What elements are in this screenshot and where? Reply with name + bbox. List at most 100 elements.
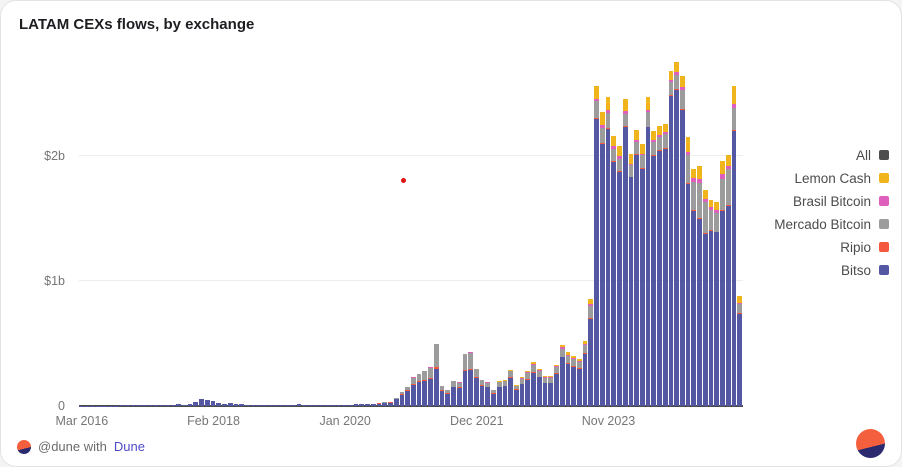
stacked-bar[interactable] — [668, 71, 674, 406]
stacked-bar[interactable] — [451, 381, 456, 406]
stacked-bar[interactable] — [731, 86, 737, 406]
stacked-bar[interactable] — [405, 387, 410, 406]
stacked-bar[interactable] — [285, 404, 290, 406]
legend-item-bitso[interactable]: Bitso — [841, 263, 889, 278]
stacked-bar[interactable] — [536, 368, 542, 406]
stacked-bar[interactable] — [462, 353, 468, 406]
stacked-bar[interactable] — [445, 389, 451, 406]
stacked-bar[interactable] — [725, 154, 731, 406]
stacked-bar[interactable] — [336, 405, 342, 406]
stacked-bar[interactable] — [107, 405, 113, 406]
stacked-bar[interactable] — [485, 382, 491, 406]
stacked-bar[interactable] — [594, 86, 599, 406]
legend-item-brasil-bitcoin[interactable]: Brasil Bitcoin — [793, 194, 889, 209]
stacked-bar[interactable] — [737, 296, 742, 406]
stacked-bar[interactable] — [302, 404, 307, 406]
stacked-bar[interactable] — [691, 168, 697, 406]
stacked-bar[interactable] — [651, 131, 657, 406]
stacked-bar[interactable] — [662, 123, 668, 406]
stacked-bar[interactable] — [130, 405, 136, 406]
stacked-bar[interactable] — [187, 403, 193, 406]
stacked-bar[interactable] — [491, 389, 496, 406]
stacked-bar[interactable] — [193, 402, 199, 406]
stacked-bar[interactable] — [548, 376, 554, 406]
stacked-bar[interactable] — [348, 404, 353, 406]
stacked-bar[interactable] — [233, 403, 239, 406]
stacked-bar[interactable] — [628, 153, 634, 406]
stacked-bar[interactable] — [611, 136, 617, 406]
stacked-bar[interactable] — [456, 382, 462, 406]
stacked-bar[interactable] — [222, 403, 227, 406]
stacked-bar[interactable] — [617, 146, 622, 406]
stacked-bar[interactable] — [153, 405, 159, 406]
stacked-bar[interactable] — [313, 404, 319, 406]
stacked-bar[interactable] — [393, 397, 399, 406]
legend-item-ripio[interactable]: Ripio — [840, 240, 889, 255]
stacked-bar[interactable] — [571, 356, 576, 406]
stacked-bar[interactable] — [250, 404, 256, 406]
stacked-bar[interactable] — [159, 405, 164, 406]
stacked-bar[interactable] — [273, 405, 279, 406]
stacked-bar[interactable] — [599, 112, 605, 406]
legend-item-all[interactable]: All — [856, 148, 889, 163]
stacked-bar[interactable] — [588, 298, 594, 406]
dune-logo-icon[interactable] — [856, 429, 885, 458]
stacked-bar[interactable] — [239, 404, 244, 406]
stacked-bar[interactable] — [525, 371, 531, 406]
stacked-bar[interactable] — [720, 161, 725, 406]
stacked-bar[interactable] — [319, 405, 325, 406]
stacked-bar[interactable] — [685, 137, 691, 406]
stacked-bar[interactable] — [502, 379, 508, 406]
stacked-bar[interactable] — [645, 97, 651, 406]
stacked-bar[interactable] — [622, 98, 628, 406]
stacked-bar[interactable] — [479, 379, 485, 406]
stacked-bar[interactable] — [204, 400, 210, 406]
stacked-bar[interactable] — [416, 373, 422, 406]
stacked-bar[interactable] — [342, 404, 348, 406]
legend-item-lemon-cash[interactable]: Lemon Cash — [794, 171, 889, 186]
stacked-bar[interactable] — [634, 129, 639, 406]
stacked-bar[interactable] — [639, 143, 645, 406]
stacked-bar[interactable] — [605, 97, 611, 406]
stacked-bar[interactable] — [262, 404, 267, 406]
stacked-bar[interactable] — [388, 401, 393, 406]
stacked-bar[interactable] — [674, 62, 680, 406]
stacked-bar[interactable] — [370, 403, 376, 406]
stacked-bar[interactable] — [702, 189, 708, 406]
stacked-bar[interactable] — [296, 404, 302, 406]
stacked-bar[interactable] — [542, 376, 548, 406]
stacked-bar[interactable] — [554, 364, 559, 406]
stacked-bar[interactable] — [496, 381, 502, 406]
stacked-bar[interactable] — [428, 367, 433, 406]
stacked-bar[interactable] — [657, 126, 662, 406]
stacked-bar[interactable] — [147, 405, 153, 406]
stacked-bar[interactable] — [176, 404, 182, 406]
stacked-bar[interactable] — [307, 404, 313, 406]
stacked-bar[interactable] — [256, 404, 262, 406]
legend-item-mercado-bitcoin[interactable]: Mercado Bitcoin — [774, 217, 889, 232]
stacked-bar[interactable] — [473, 368, 479, 406]
stacked-bar[interactable] — [245, 404, 250, 406]
stacked-bar[interactable] — [399, 392, 405, 406]
stacked-bar[interactable] — [714, 202, 720, 406]
stacked-bar[interactable] — [216, 402, 222, 406]
stacked-bar[interactable] — [577, 358, 582, 406]
stacked-bar[interactable] — [330, 405, 336, 406]
stacked-bar[interactable] — [508, 369, 514, 406]
stacked-bar[interactable] — [227, 402, 233, 406]
stacked-bar[interactable] — [565, 352, 571, 406]
stacked-bar[interactable] — [411, 377, 416, 406]
stacked-bar[interactable] — [279, 405, 285, 406]
stacked-bar[interactable] — [514, 384, 519, 406]
stacked-bar[interactable] — [359, 404, 365, 406]
stacked-bar[interactable] — [382, 402, 388, 406]
stacked-bar[interactable] — [559, 344, 565, 406]
stacked-bar[interactable] — [365, 404, 370, 406]
stacked-bar[interactable] — [325, 405, 330, 406]
stacked-bar[interactable] — [353, 404, 359, 406]
stacked-bar[interactable] — [141, 405, 147, 406]
stacked-bar[interactable] — [164, 405, 170, 406]
stacked-bar[interactable] — [267, 404, 273, 406]
stacked-bar[interactable] — [124, 405, 130, 406]
stacked-bar[interactable] — [199, 398, 204, 406]
